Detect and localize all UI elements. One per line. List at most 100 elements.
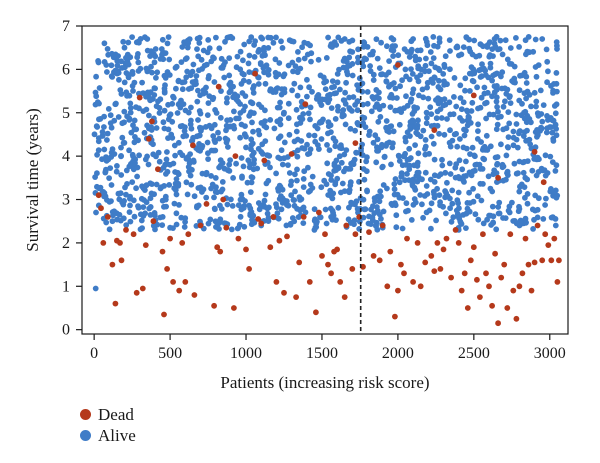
data-point-alive [154,69,161,76]
data-point-alive [483,99,490,106]
data-point-alive [545,68,551,75]
data-point-alive [173,191,180,198]
data-point-alive [153,74,159,81]
data-point-alive [203,171,210,178]
data-point-alive [108,124,115,131]
data-point-alive [376,198,383,205]
data-point-alive [347,220,354,226]
data-point-alive [116,196,123,203]
data-point-alive [160,119,167,126]
data-point-alive [451,94,457,100]
data-point-dead [325,261,331,268]
data-point-alive [199,189,205,195]
data-point-dead [322,231,328,238]
data-point-alive [414,178,421,185]
data-point-alive [151,59,158,66]
data-point-alive [127,105,134,111]
data-point-alive [203,194,210,201]
data-point-alive [387,104,394,110]
data-point-alive [454,143,461,150]
data-point-alive [378,144,385,151]
data-point-alive [259,35,266,42]
data-point-alive [366,128,373,135]
data-point-alive [217,202,223,209]
legend-marker-alive [80,430,91,441]
data-point-alive [164,69,171,75]
data-point-alive [241,223,248,230]
data-point-alive [176,202,182,208]
data-point-alive [222,220,229,227]
data-point-alive [294,121,300,128]
data-point-dead [341,294,348,300]
data-point-alive [516,203,522,210]
data-point-alive [187,72,194,79]
data-point-alive [388,161,394,168]
data-point-alive [436,35,443,42]
data-point-alive [159,222,166,229]
data-point-alive [285,100,292,107]
data-point-alive [188,181,195,188]
data-point-alive [218,88,224,94]
data-point-alive [487,60,494,67]
data-point-dead [404,235,410,242]
data-point-alive [473,161,480,168]
data-point-alive [120,201,127,208]
data-point-alive [478,94,485,101]
data-point-alive [411,108,418,115]
data-point-dead [551,235,558,242]
data-point-alive [471,37,478,44]
y-tick-label: 2 [62,235,70,252]
data-point-alive [488,222,494,228]
data-point-alive [487,64,494,71]
data-point-alive [375,118,382,125]
data-point-alive [290,197,297,203]
data-point-alive [346,189,353,196]
data-point-alive [246,52,253,59]
data-point-alive [226,89,233,96]
data-point-alive [425,95,432,102]
data-point-alive [237,48,244,55]
data-point-alive [286,170,293,176]
data-point-alive [294,166,300,173]
data-point-alive [439,162,446,169]
data-point-alive [519,100,525,107]
data-point-alive [300,184,307,191]
data-point-alive [548,83,554,89]
data-point-alive [174,110,181,116]
data-point-alive [354,82,360,88]
data-point-alive [553,162,560,169]
data-point-alive [472,211,479,218]
data-point-alive [437,86,444,93]
data-point-dead [95,192,102,199]
data-point-alive [462,75,469,82]
data-point-alive [449,200,456,207]
data-point-alive [341,36,348,42]
data-point-alive [474,193,481,200]
data-point-alive [248,146,254,153]
data-point-alive [151,212,158,219]
data-point-alive [386,83,392,90]
data-point-alive [136,152,143,159]
data-point-alive [532,144,539,151]
data-point-alive [248,174,255,180]
data-point-alive [493,98,500,105]
data-point-dead [246,266,253,272]
data-point-alive [328,105,335,111]
data-point-alive [93,209,99,216]
data-point-alive [481,84,488,91]
data-point-alive [490,213,497,220]
data-point-alive [521,109,527,116]
data-point-alive [170,160,177,167]
data-point-alive [223,122,230,129]
data-point-alive [118,144,124,151]
data-point-alive [358,148,364,154]
data-point-dead [130,231,137,238]
data-point-alive [547,124,553,130]
data-point-alive [312,123,319,129]
data-point-alive [389,43,396,50]
data-point-alive [157,56,164,62]
data-point-dead [545,242,552,249]
data-point-alive [169,100,176,107]
data-point-alive [248,221,255,228]
data-point-alive [404,129,411,136]
